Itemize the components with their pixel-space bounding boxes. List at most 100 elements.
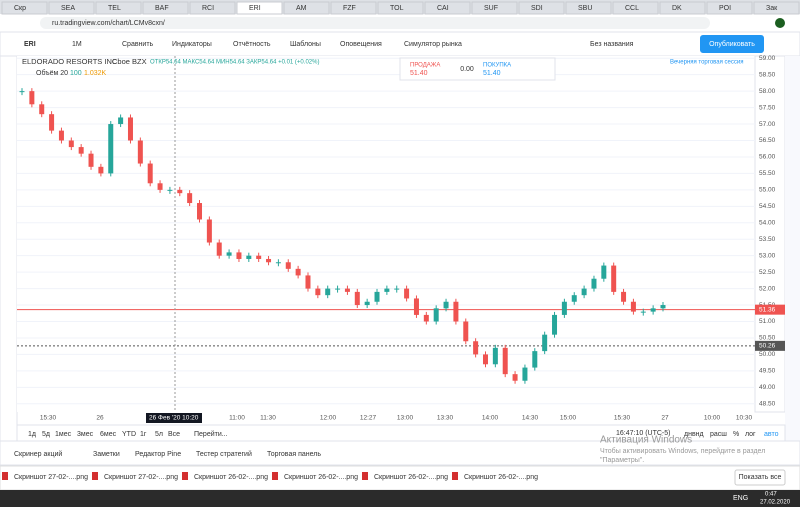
tab-label[interactable]: BAF [155, 5, 169, 12]
toolbar-item[interactable]: Шаблоны [290, 40, 321, 48]
tab-label[interactable]: Зак [766, 5, 778, 12]
layout-name[interactable]: Без названия [590, 41, 634, 48]
tab[interactable] [471, 1, 518, 15]
axis-option[interactable]: авто [764, 431, 779, 438]
range-button[interactable]: Перейти... [194, 430, 228, 438]
tab[interactable] [330, 1, 377, 15]
time[interactable]: 0:47 [765, 492, 777, 498]
axis-option[interactable]: % [733, 431, 739, 438]
tab-label[interactable]: FZF [343, 5, 356, 12]
axis-option[interactable]: лог [745, 431, 756, 438]
tab[interactable] [189, 1, 236, 15]
download-file[interactable]: Скриншот 26-02-....png [464, 474, 538, 481]
interval[interactable]: 1M [72, 41, 82, 48]
sell-label[interactable]: ПРОДАЖА [410, 63, 440, 69]
show-all-button[interactable] [734, 469, 786, 486]
range-button[interactable]: 1мес [55, 431, 72, 438]
candle [226, 252, 232, 256]
tab-label[interactable]: SBU [578, 5, 592, 12]
tab[interactable] [236, 1, 283, 15]
panel-tab[interactable]: Редактор Pine [135, 451, 181, 458]
candle [532, 351, 538, 368]
toolbar-item[interactable]: Отчётность [233, 41, 271, 48]
axis-option[interactable]: расш [710, 431, 727, 438]
price-tag [755, 340, 785, 351]
tab-label[interactable]: POI [719, 5, 731, 12]
url-field[interactable] [40, 17, 710, 29]
date[interactable]: 27.02.2020 [760, 500, 791, 506]
url[interactable]: ru.tradingview.com/chart/LCMv8cxn/ [52, 20, 165, 27]
candle [315, 288, 321, 296]
tab[interactable] [283, 1, 330, 15]
candle [482, 354, 488, 365]
range-button[interactable]: Все [168, 431, 180, 438]
toolbar-item[interactable]: Симулятор рынка [404, 41, 462, 48]
panel-tab[interactable]: Заметки [93, 451, 120, 458]
legend-ohlc: ОТКР54.64 МАКС54.64 МИН54.64 ЗАКР54.64 +… [150, 60, 319, 66]
toolbar-item[interactable]: Сравнить [122, 41, 154, 48]
tab[interactable] [95, 1, 142, 15]
download-icon [92, 472, 98, 480]
tab-label[interactable]: ERI [249, 5, 261, 12]
tab-label[interactable]: TOL [390, 5, 404, 12]
tab-label[interactable]: CCL [625, 5, 639, 12]
candle [433, 308, 439, 322]
sell-price[interactable]: 51.40 [410, 70, 428, 77]
panel-tab[interactable]: Торговая панель [267, 451, 321, 458]
candle [522, 367, 528, 381]
candle [473, 341, 479, 355]
tab-label[interactable]: SDI [531, 5, 543, 12]
lang[interactable]: ENG [733, 495, 748, 502]
tab[interactable] [377, 1, 424, 15]
range-button[interactable]: 3мес [77, 431, 94, 438]
range-button[interactable]: 5л [155, 431, 163, 438]
show-all[interactable]: Показать все [739, 474, 782, 481]
candle [354, 291, 360, 306]
tab-label[interactable]: TEL [108, 5, 121, 12]
range-button[interactable]: 1г [140, 431, 147, 438]
range-button[interactable]: 1д [28, 431, 36, 438]
panel-tab[interactable]: Тестер стратегий [196, 450, 252, 458]
download-file[interactable]: Скриншот 27-02-....png [104, 474, 178, 481]
y-tick-label: 54.50 [759, 203, 776, 210]
tab-label[interactable]: SEA [61, 5, 75, 12]
profile[interactable] [775, 18, 785, 28]
y-tick-label: 53.00 [759, 252, 776, 259]
toolbar-item[interactable]: Индикаторы [172, 41, 212, 48]
tab-label[interactable]: CAI [437, 5, 449, 12]
tab[interactable] [424, 1, 471, 15]
download-file[interactable]: Скриншот 26-02-....png [284, 474, 358, 481]
candle [552, 314, 558, 335]
axis-option[interactable]: днвнд [684, 431, 704, 438]
buy-price[interactable]: 51.40 [483, 70, 501, 77]
tab-label[interactable]: SUF [484, 5, 498, 12]
price-tag [755, 304, 785, 315]
tab[interactable] [753, 1, 800, 15]
tab-label[interactable]: RCI [202, 5, 214, 12]
tab[interactable] [659, 1, 706, 15]
range-button[interactable]: 5д [42, 431, 50, 438]
tab-label[interactable]: AM [296, 5, 307, 12]
tab-label[interactable]: Скр [14, 5, 26, 12]
download-file[interactable]: Скриншот 26-02-....png [374, 474, 448, 481]
buy-label[interactable]: ПОКУПКА [483, 63, 511, 69]
tab[interactable] [1, 1, 48, 15]
range-button[interactable]: 6мес [100, 431, 117, 438]
download-file[interactable]: Скриншот 26-02-....png [194, 474, 268, 481]
toolbar-item[interactable]: Оповещения [340, 41, 382, 48]
download-file[interactable]: Скриншот 27-02-....png [14, 474, 88, 481]
tab[interactable] [565, 1, 612, 15]
tab[interactable] [612, 1, 659, 15]
crosshair-tag [146, 413, 202, 423]
tab[interactable] [706, 1, 753, 15]
tab[interactable] [142, 1, 189, 15]
range-button[interactable]: YTD [122, 431, 136, 438]
tab[interactable] [48, 1, 95, 15]
clock: 16:47:10 (UTC-5) [616, 430, 670, 437]
tab[interactable] [518, 1, 565, 15]
publish[interactable]: Опубликовать [709, 40, 755, 48]
panel-tab[interactable]: Скринер акций [14, 450, 62, 458]
tab-label[interactable]: DK [672, 5, 682, 12]
publish-button[interactable] [700, 35, 764, 53]
symbol[interactable]: ERI [24, 41, 36, 48]
